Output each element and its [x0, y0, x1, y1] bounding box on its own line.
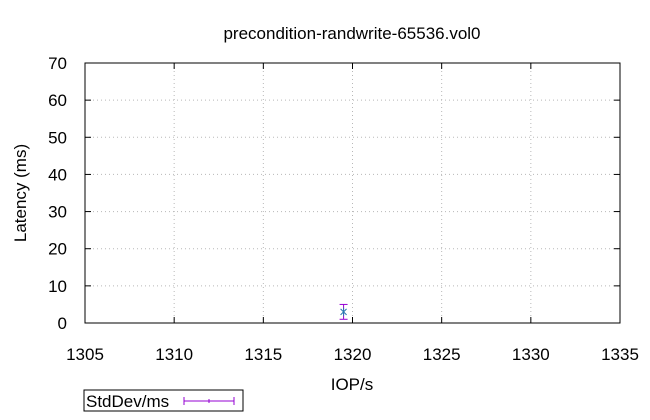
y-tick-label: 40: [48, 165, 67, 184]
x-tick-label: 1305: [66, 345, 104, 364]
y-tick-label: 60: [48, 91, 67, 110]
grid: [85, 63, 620, 323]
x-tick-label: 1330: [512, 345, 550, 364]
x-tick-label: 1315: [244, 345, 282, 364]
chart-title: precondition-randwrite-65536.vol0: [223, 24, 480, 43]
marks: [339, 303, 348, 320]
y-tick-label: 0: [58, 314, 67, 333]
tick-labels: 1305 1310 1315 1320 1325 1330 1335 0 10 20 30 40 50 6…: [48, 54, 639, 364]
legend-box: [83, 389, 244, 412]
y-axis-label: Latency (ms): [11, 144, 30, 242]
legend: StdDev/ms: [83, 389, 244, 412]
x-tick-label: 1310: [155, 345, 193, 364]
y-tick-label: 10: [48, 277, 67, 296]
x-tick-label: 1325: [423, 345, 461, 364]
y-tick-label: 30: [48, 203, 67, 222]
legend-series-label: StdDev/ms: [86, 392, 169, 411]
x-tick-label: 1335: [601, 345, 639, 364]
ticks: [84, 62, 621, 324]
x-axis-label: IOP/s: [331, 375, 374, 394]
y-tick-label: 50: [48, 128, 67, 147]
legend-swatch: [183, 397, 235, 405]
y-tick-label: 20: [48, 240, 67, 259]
x-tick-label: 1320: [334, 345, 372, 364]
y-tick-label: 70: [48, 54, 67, 73]
